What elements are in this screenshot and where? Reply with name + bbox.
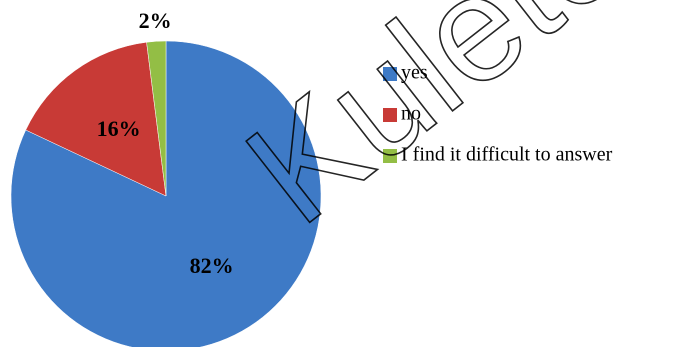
- pie-slice-no: [25, 41, 167, 197]
- pie-slice-label: 2%: [139, 8, 172, 33]
- pie-slice-label: 82%: [190, 253, 234, 278]
- legend-label: no: [401, 103, 421, 125]
- pie-slice-label: 16%: [97, 116, 141, 141]
- legend-swatch: [383, 108, 397, 122]
- legend-swatch: [383, 149, 397, 163]
- legend-swatch: [383, 67, 397, 81]
- pie-slice-i-find-it-difficult-to-answer: [146, 40, 167, 197]
- pie-slices: [10, 40, 322, 347]
- legend-label: I find it difficult to answer: [401, 144, 613, 166]
- pie-slice-yes: [10, 40, 322, 347]
- pie-slice-labels: 82% 16% 2%: [97, 8, 234, 278]
- legend-label: yes: [401, 62, 428, 84]
- legend: yes no I find it difficult to answer: [383, 62, 613, 166]
